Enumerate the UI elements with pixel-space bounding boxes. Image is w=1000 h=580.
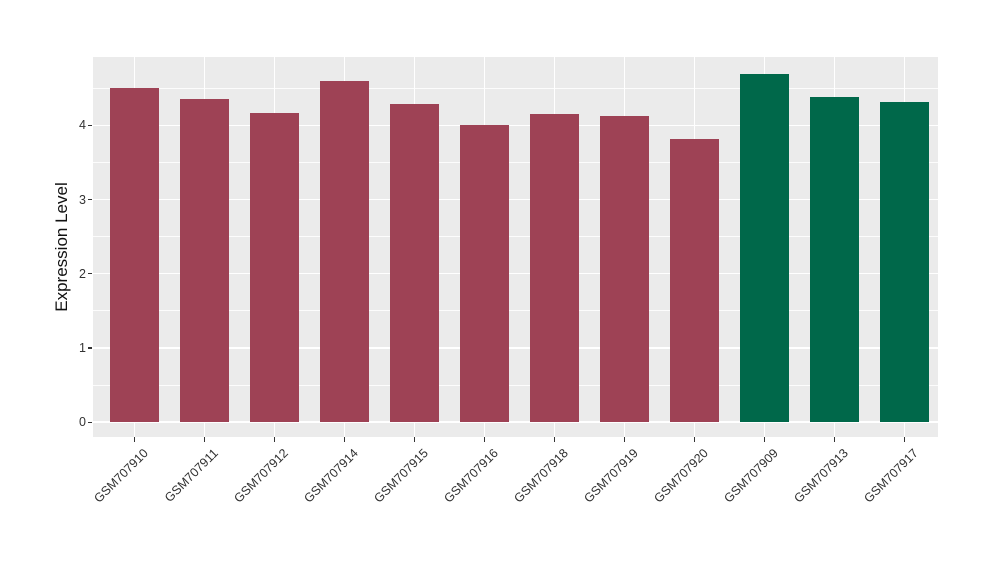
gridline-major [93,421,938,423]
y-tick-mark [87,421,92,423]
bar [250,112,299,423]
x-tick-mark [763,437,766,442]
y-tick-label: 3 [79,192,86,207]
x-tick-label: GSM707914 [300,446,361,506]
x-tick-mark [903,437,906,442]
x-tick-label: GSM707919 [580,446,641,506]
y-tick-mark [87,198,92,201]
gridline-minor [93,87,938,89]
x-tick-label: GSM707918 [510,446,571,506]
x-tick-mark [553,437,556,442]
x-tick-label: GSM707911 [161,446,221,505]
gridline-minor [93,161,938,163]
x-tick-mark [413,437,416,442]
y-tick-label: 1 [79,340,86,355]
bar [810,97,859,423]
gridline-major [93,124,938,127]
y-tick-mark [87,347,92,349]
x-tick-mark [133,437,136,442]
bar [530,114,579,423]
x-tick-mark [203,437,206,442]
x-tick-mark [833,437,836,442]
bar [390,103,439,423]
gridline-major [93,198,938,201]
x-tick-mark [693,437,696,442]
x-tick-mark [623,437,626,442]
y-tick-mark [87,124,92,126]
y-tick-label: 2 [79,266,86,281]
bar [110,88,159,423]
gridline-minor [93,310,938,312]
plot-panel [93,57,938,437]
x-tick-label: GSM707912 [230,446,291,506]
bar [740,74,789,423]
bar [670,138,719,423]
x-tick-label: GSM707920 [650,446,711,506]
y-tick-label: 0 [79,415,86,430]
x-tick-label: GSM707916 [440,446,501,506]
gridline-major [93,272,938,275]
x-tick-label: GSM707913 [790,446,851,506]
x-tick-label: GSM707909 [720,446,781,506]
x-tick-label: GSM707915 [370,446,431,506]
gridline-minor [93,236,938,237]
x-tick-label: GSM707917 [860,446,921,506]
bar [880,102,929,423]
y-tick-label: 4 [79,118,86,133]
x-tick-mark [273,437,276,442]
bar [460,125,509,423]
gridline-minor [93,384,938,386]
bar [320,80,369,423]
y-tick-mark [87,273,92,275]
gridline-major [93,347,938,349]
x-tick-mark [343,437,346,442]
bar [180,99,229,423]
bar [600,115,649,423]
x-tick-label: GSM707910 [90,446,151,506]
x-tick-mark [483,437,486,442]
